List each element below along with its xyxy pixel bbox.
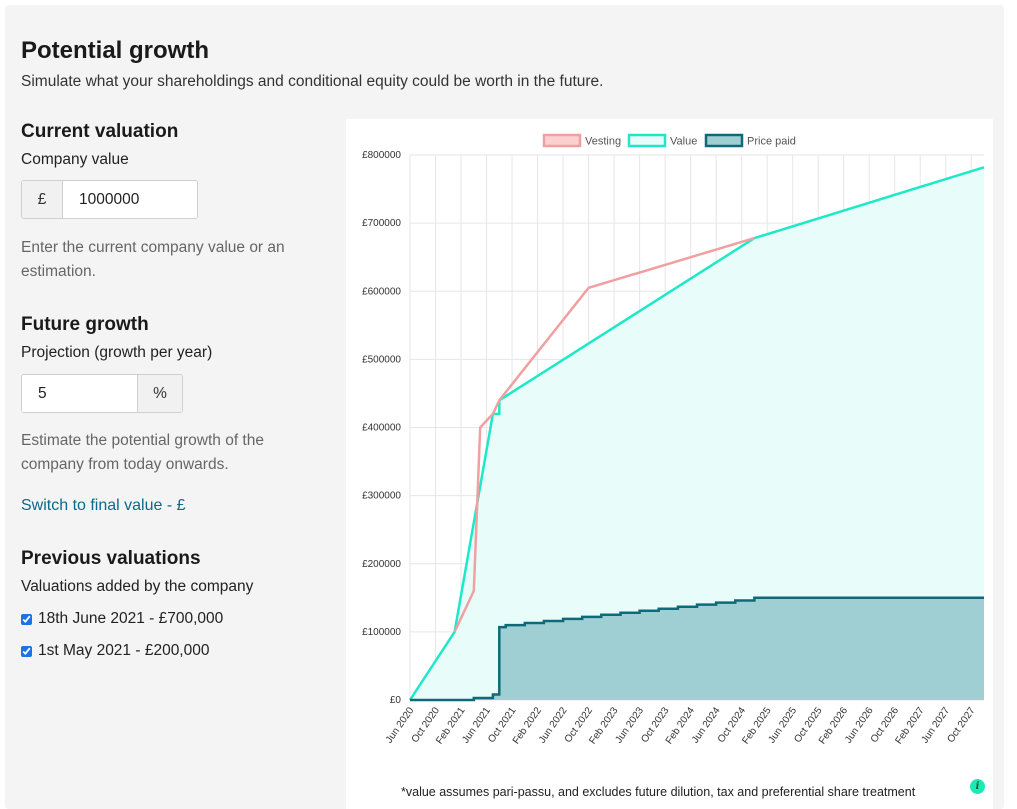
legend-label: Value: [670, 136, 697, 148]
y-tick-label: £400000: [362, 423, 401, 434]
y-tick-label: £600000: [362, 286, 401, 297]
price-paid-area: [410, 597, 984, 700]
chart-footnote: *value assumes pari-passu, and excludes …: [401, 785, 916, 799]
growth-projection-help: Estimate the potential growth of the com…: [21, 432, 264, 473]
percent-addon: %: [137, 375, 182, 412]
valuation-checkbox-jun-2021[interactable]: [21, 613, 32, 625]
y-tick-label: £0: [390, 695, 402, 706]
valuation-item-label: 18th June 2021 - £700,000: [38, 610, 224, 627]
y-tick-label: £800000: [362, 150, 401, 161]
company-value-label: Company value: [21, 151, 129, 168]
price-paid-line: [410, 596, 984, 702]
current-valuation-heading: Current valuation: [21, 121, 179, 142]
legend-label: Vesting: [585, 136, 621, 148]
growth-chart: £0 £100000 £200000 £300000 £400000 £500000 £60…: [346, 119, 993, 809]
y-tick-label: £100000: [362, 627, 401, 638]
info-icon[interactable]: i: [970, 779, 985, 794]
y-tick-label: £300000: [362, 491, 401, 502]
future-growth-heading: Future growth: [21, 314, 149, 335]
growth-projection-label: Projection (growth per year): [21, 344, 213, 361]
y-tick-label: £500000: [362, 354, 401, 365]
valuation-item-label: 1st May 2021 - £200,000: [38, 642, 210, 659]
vesting-line: [453, 236, 755, 633]
company-value-help: Enter the current company value or an es…: [21, 239, 285, 280]
growth-projection-input[interactable]: [22, 375, 137, 412]
legend-swatch: [542, 133, 582, 148]
switch-to-final-value-link[interactable]: Switch to final value - £: [21, 497, 186, 514]
y-tick-label: £200000: [362, 559, 401, 570]
previous-valuations-label: Valuations added by the company: [21, 578, 254, 595]
legend-label: Price paid: [747, 136, 796, 148]
company-value-input[interactable]: [63, 181, 197, 218]
legend-swatch: [704, 133, 744, 148]
previous-valuations-heading: Previous valuations: [21, 548, 201, 569]
page-title: Potential growth: [21, 37, 209, 64]
valuation-item-may-2021[interactable]: 1st May 2021 - £200,000: [21, 642, 209, 660]
company-value-group: £: [21, 180, 198, 219]
legend-swatch: [627, 133, 667, 148]
y-tick-label: £700000: [362, 218, 401, 229]
growth-chart-svg: £0 £100000 £200000 £300000 £400000 £500000 £60…: [362, 133, 985, 746]
growth-projection-group: %: [21, 374, 183, 413]
value-area: [410, 167, 984, 701]
currency-addon: £: [22, 181, 63, 218]
potential-growth-panel: Potential growth Simulate what your shar…: [5, 5, 1004, 809]
page-subtitle: Simulate what your shareholdings and con…: [21, 73, 604, 90]
valuation-item-jun-2021[interactable]: 18th June 2021 - £700,000: [21, 610, 223, 628]
valuation-checkbox-may-2021[interactable]: [21, 645, 32, 657]
